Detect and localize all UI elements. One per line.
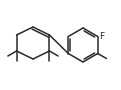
- Text: F: F: [99, 31, 104, 40]
